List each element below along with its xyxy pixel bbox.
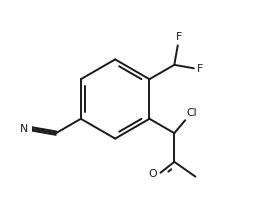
- Text: O: O: [149, 169, 157, 179]
- Text: F: F: [197, 64, 203, 74]
- Text: N: N: [20, 124, 28, 134]
- Text: F: F: [176, 32, 182, 42]
- Text: Cl: Cl: [187, 108, 197, 118]
